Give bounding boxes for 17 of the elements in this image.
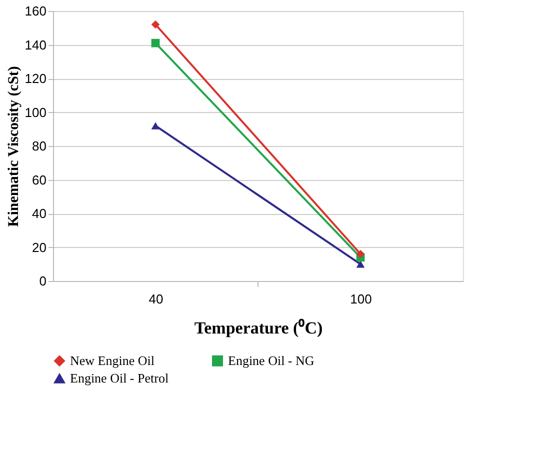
y-tick-label: 20 [32, 240, 46, 255]
point [151, 38, 160, 48]
y-tick-label: 60 [32, 172, 46, 188]
point [151, 20, 160, 29]
y-tick-label: 140 [24, 37, 46, 52]
y-tick-label: 0 [39, 274, 46, 288]
y-tick-label: 120 [24, 71, 46, 86]
y-tick-label: 160 [24, 4, 46, 18]
legend-label: New Engine Oil [70, 352, 155, 368]
y-tick-label: 100 [24, 104, 46, 120]
point [356, 250, 365, 258]
legend-label: Engine Oil - NG [228, 352, 314, 368]
y-tick-label: 80 [32, 138, 46, 154]
x-axis-title: Temperature (⁰C) [194, 318, 323, 338]
legend-label: Engine Oil - Petrol [70, 370, 169, 386]
y-axis-title: Kinematic Viscosity (cSt) [6, 66, 22, 227]
y-tick-label: 40 [32, 206, 46, 221]
